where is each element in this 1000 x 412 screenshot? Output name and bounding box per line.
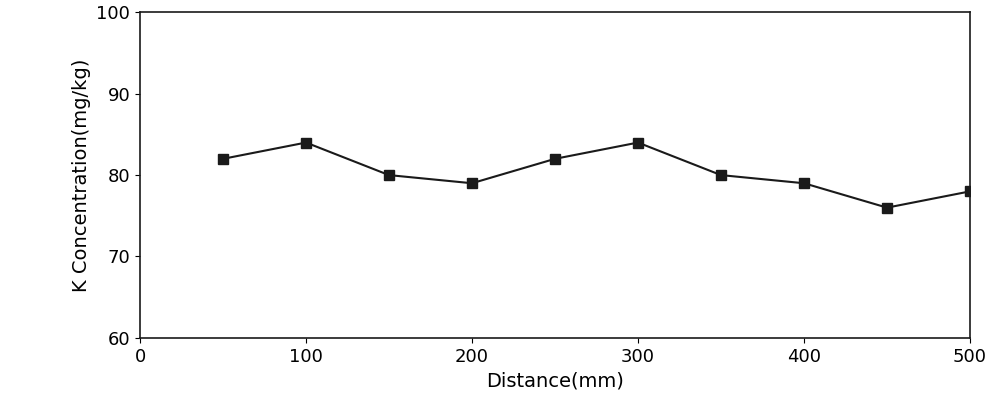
X-axis label: Distance(mm): Distance(mm) bbox=[486, 371, 624, 390]
Y-axis label: K Concentration(mg/kg): K Concentration(mg/kg) bbox=[72, 59, 91, 292]
